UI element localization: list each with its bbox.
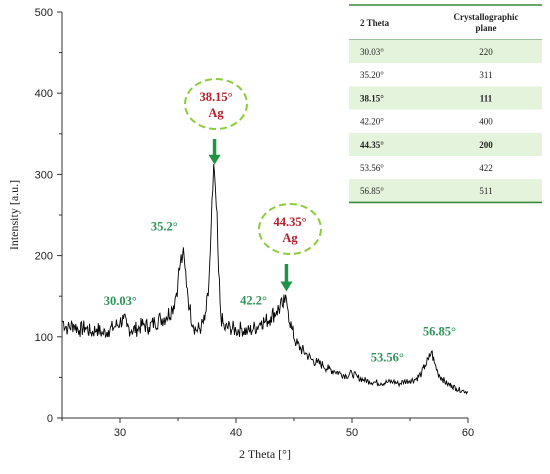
x-axis-title: 2 Theta [°] xyxy=(239,447,291,461)
table-cell-theta: 56.85° xyxy=(360,186,384,196)
y-tick-label: 0 xyxy=(47,413,53,425)
table-header-plane: Crystallographic plane xyxy=(454,12,519,33)
table-row-bg xyxy=(349,179,542,203)
table-cell-plane: 200 xyxy=(479,140,493,150)
table-row-bg xyxy=(349,132,542,156)
table-cell-plane: 311 xyxy=(479,70,492,80)
callout-ag-1: 44.35° Ag xyxy=(258,203,322,292)
table-cell-theta: 53.56° xyxy=(360,163,384,173)
table-cell-plane: 220 xyxy=(479,47,493,57)
callout-ellipse xyxy=(258,203,322,255)
table-header-plane-line2: plane xyxy=(475,23,496,33)
peak-label: 53.56° xyxy=(371,350,404,364)
table-row: 53.56° 422 xyxy=(360,163,493,173)
table-row: 44.35° 200 xyxy=(349,132,542,156)
table-row: 35.20° 311 xyxy=(360,70,493,80)
table-cell-theta: 35.20° xyxy=(360,70,384,80)
series-line-0 xyxy=(61,164,469,395)
table-row-bg xyxy=(349,86,542,110)
y-tick-label: 300 xyxy=(35,169,53,181)
peak-label: 56.85° xyxy=(423,324,456,338)
callout-element: Ag xyxy=(208,106,224,120)
table-cell-theta: 44.35° xyxy=(360,140,384,150)
x-tick-label: 50 xyxy=(346,427,358,439)
table-cell-theta: 42.20° xyxy=(360,117,384,127)
table-row-bg xyxy=(349,40,542,64)
callout-value: 44.35° xyxy=(273,215,306,229)
table-cell-plane: 111 xyxy=(480,93,493,103)
table-header-theta: 2 Theta xyxy=(360,18,390,28)
axis-ticks: 30 40 50 60 0 100 200 300 400 500 xyxy=(35,7,474,439)
arrow-down-icon xyxy=(208,154,221,165)
table-cell-theta: 30.03° xyxy=(360,47,384,57)
peak-label: 35.2° xyxy=(151,220,178,234)
arrow-down-icon xyxy=(280,281,293,292)
y-tick-label: 400 xyxy=(35,88,53,100)
x-tick-label: 40 xyxy=(230,427,242,439)
x-tick-label: 60 xyxy=(462,427,474,439)
annotations: 30.03°35.2°42.2°53.56°56.85°38.15°Ag44.3… xyxy=(104,78,456,364)
planes-table: 2 Theta Crystallographic plane 30.03° 220 35.… xyxy=(349,4,542,204)
table-row: 42.20° 400 xyxy=(360,117,493,127)
table-cell-plane: 400 xyxy=(479,117,493,127)
table-cell-plane: 422 xyxy=(479,163,493,173)
y-axis-title: Intensity [a.u.] xyxy=(7,180,21,250)
callout-value: 38.15° xyxy=(199,90,232,104)
table-row: 38.15° 111 xyxy=(349,86,542,110)
table-row: 30.03° 220 xyxy=(349,40,542,64)
table-row: 56.85° 511 xyxy=(349,179,542,203)
series-group xyxy=(61,164,469,395)
peak-label: 30.03° xyxy=(104,294,137,308)
y-tick-label: 100 xyxy=(35,332,53,344)
callout-ag-0: 38.15° Ag xyxy=(184,78,248,165)
table-header-plane-line1: Crystallographic xyxy=(454,12,519,22)
table-cell-plane: 511 xyxy=(479,186,492,196)
callout-ellipse xyxy=(184,78,248,130)
y-tick-label: 500 xyxy=(35,7,53,19)
y-tick-label: 200 xyxy=(35,251,53,263)
table-cell-theta: 38.15° xyxy=(360,93,384,103)
x-tick-label: 30 xyxy=(114,427,126,439)
peak-label: 42.2° xyxy=(240,294,267,308)
callout-element: Ag xyxy=(282,231,298,245)
